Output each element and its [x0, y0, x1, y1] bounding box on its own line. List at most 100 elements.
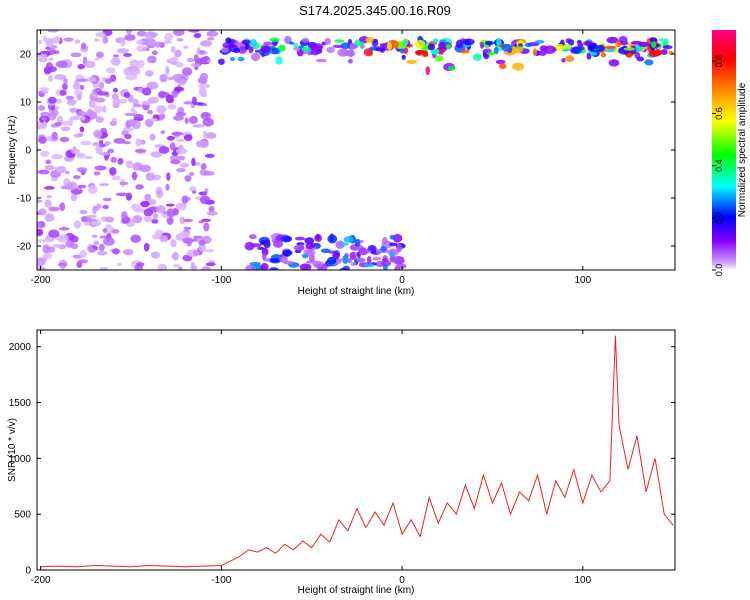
- heatmap-cell: [208, 206, 215, 212]
- heatmap-cell: [191, 157, 196, 166]
- heatmap-cell: [205, 262, 216, 267]
- line-panel: -200 -100 0 100 0 500 1000 1500 2000 Height of …: [7, 329, 676, 596]
- heatmap-cell: [165, 203, 175, 207]
- heatmap-cell: [145, 172, 151, 181]
- heatmap-cell: [47, 66, 57, 73]
- heatmap-cell: [524, 42, 534, 47]
- heatmap-cell: [113, 138, 126, 144]
- heatmap-cell: [38, 136, 47, 144]
- y-tick-label: 500: [14, 510, 31, 521]
- heatmap-cell: [177, 266, 183, 270]
- heatmap-cell: [65, 170, 70, 175]
- heatmap-cell: [301, 37, 310, 43]
- heatmap-cell: [662, 45, 673, 50]
- heatmap-cell: [176, 138, 185, 142]
- heatmap-cell: [47, 30, 59, 33]
- heatmap-cell: [171, 89, 178, 98]
- heatmap-cell: [48, 206, 60, 212]
- heatmap-cell: [415, 39, 426, 49]
- heatmap-cell: [135, 184, 144, 190]
- heatmap-cell: [532, 48, 538, 56]
- heatmap-cell: [260, 263, 269, 270]
- heatmap-cell: [406, 59, 418, 64]
- heatmap-cell: [143, 215, 152, 223]
- heatmap-cell: [174, 49, 182, 58]
- heatmap-cell: [151, 218, 159, 223]
- heatmap-cell: [245, 264, 256, 270]
- heatmap-cell: [149, 133, 156, 141]
- y-tick-label: 20: [20, 50, 32, 61]
- heatmap-cell: [38, 39, 43, 44]
- heatmap-cell: [111, 175, 121, 181]
- heatmap-cell: [174, 86, 185, 92]
- heatmap-cell: [46, 195, 52, 199]
- heatmap-cell: [200, 93, 207, 98]
- heatmap-cell: [123, 53, 132, 57]
- heatmap-cell: [98, 243, 105, 252]
- heatmap-cell: [615, 40, 622, 48]
- heatmap-cell: [149, 118, 158, 122]
- heatmap-cell: [608, 59, 620, 67]
- heatmap-cell: [555, 43, 565, 52]
- heatmap-cell: [198, 83, 211, 89]
- heatmap-cell: [120, 38, 126, 47]
- colorbar-ticks: 0.0 0.2 0.4 0.6 0.8: [712, 55, 724, 276]
- heatmap-cell: [422, 50, 429, 57]
- heatmap-cell: [495, 59, 506, 65]
- heatmap-cell: [156, 105, 167, 114]
- heatmap-cells: [37, 30, 674, 270]
- heatmap-cell: [203, 222, 210, 232]
- heatmap-cell: [176, 168, 186, 173]
- heatmap-cell: [198, 243, 207, 252]
- heatmap-cell: [358, 247, 368, 256]
- heatmap-cell: [139, 164, 152, 173]
- heatmap-cell: [512, 62, 524, 71]
- heatmap-cell: [518, 43, 523, 47]
- heatmap-cell: [638, 41, 650, 47]
- heatmap-cell: [349, 43, 356, 49]
- heatmap-cell: [88, 185, 98, 195]
- heatmap-cell: [129, 59, 140, 68]
- heatmap-cell: [196, 47, 201, 55]
- heatmap-cell: [37, 228, 44, 236]
- heatmap-cell: [218, 58, 225, 65]
- heatmap-cell: [360, 44, 365, 49]
- heatmap-cell: [184, 117, 189, 124]
- heatmap-cell: [128, 119, 137, 127]
- heatmap-cell: [167, 76, 174, 81]
- heatmap-cell: [170, 159, 181, 165]
- heatmap-cell: [96, 91, 109, 96]
- heatmap-cell: [178, 231, 191, 239]
- heatmap-cell: [339, 267, 348, 270]
- heatmap-cell: [337, 48, 350, 57]
- heatmap-cell: [119, 181, 129, 186]
- heatmap-cell: [95, 32, 106, 38]
- heatmap-cell: [70, 148, 80, 155]
- heatmap-y-ticks: -20 -10 0 10 20: [17, 50, 675, 253]
- heatmap-cell: [55, 60, 68, 68]
- heatmap-cell: [66, 181, 78, 190]
- heatmap-cell: [534, 39, 545, 44]
- heatmap-cell: [382, 236, 388, 245]
- heatmap-cell: [309, 254, 315, 262]
- heatmap-cell: [142, 87, 152, 96]
- heatmap-cell: [347, 258, 352, 264]
- heatmap-cell: [80, 115, 86, 121]
- heatmap-cell: [472, 53, 482, 61]
- heatmap-cell: [257, 246, 265, 250]
- heatmap-cell: [37, 199, 43, 203]
- heatmap-cell: [85, 217, 93, 223]
- heatmap-cell: [125, 160, 134, 169]
- heatmap-cell: [583, 40, 593, 46]
- heatmap-cell: [427, 43, 436, 51]
- heatmap-cell: [38, 169, 50, 175]
- heatmap-cell: [484, 40, 494, 46]
- heatmap-cell: [132, 110, 137, 115]
- heatmap-cell: [402, 39, 408, 48]
- heatmap-cell: [102, 197, 112, 202]
- colorbar-tick-label: 0.6: [714, 107, 724, 120]
- heatmap-cell: [359, 239, 364, 243]
- heatmap-cell: [543, 45, 556, 54]
